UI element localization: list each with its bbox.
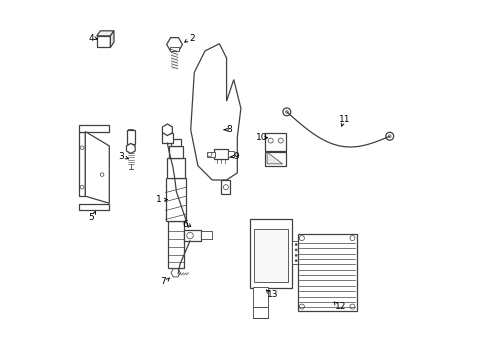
FancyBboxPatch shape (297, 234, 356, 311)
Circle shape (80, 146, 83, 149)
Text: 13: 13 (266, 289, 278, 298)
Text: 6: 6 (182, 220, 188, 229)
Text: 1: 1 (155, 195, 161, 204)
FancyBboxPatch shape (169, 146, 183, 158)
FancyBboxPatch shape (227, 151, 234, 157)
FancyBboxPatch shape (254, 229, 287, 282)
Text: 5: 5 (88, 213, 94, 222)
FancyBboxPatch shape (253, 307, 267, 318)
FancyBboxPatch shape (201, 231, 212, 239)
FancyBboxPatch shape (183, 230, 201, 241)
FancyBboxPatch shape (253, 287, 267, 307)
FancyBboxPatch shape (79, 204, 109, 211)
Circle shape (267, 138, 273, 143)
FancyBboxPatch shape (171, 139, 180, 146)
FancyBboxPatch shape (265, 152, 285, 166)
FancyBboxPatch shape (265, 134, 285, 151)
Text: 11: 11 (339, 115, 350, 124)
Circle shape (278, 138, 283, 143)
FancyBboxPatch shape (167, 158, 184, 178)
Circle shape (80, 185, 83, 189)
Circle shape (294, 260, 297, 262)
FancyBboxPatch shape (206, 152, 214, 157)
Circle shape (285, 111, 287, 113)
Text: 9: 9 (233, 152, 239, 161)
Circle shape (387, 135, 390, 138)
FancyBboxPatch shape (97, 36, 110, 47)
FancyBboxPatch shape (292, 241, 300, 264)
Circle shape (349, 304, 354, 309)
Text: 3: 3 (118, 152, 123, 161)
FancyBboxPatch shape (169, 46, 179, 51)
Circle shape (186, 232, 193, 239)
Polygon shape (110, 31, 114, 47)
Circle shape (299, 235, 304, 240)
Circle shape (282, 108, 290, 116)
Text: 10: 10 (255, 133, 267, 142)
Circle shape (207, 152, 211, 157)
Circle shape (294, 254, 297, 256)
Circle shape (385, 132, 393, 140)
FancyBboxPatch shape (126, 130, 135, 144)
FancyBboxPatch shape (162, 133, 173, 143)
Text: 8: 8 (226, 125, 231, 134)
FancyBboxPatch shape (128, 129, 133, 132)
Text: 12: 12 (334, 302, 346, 311)
Circle shape (299, 304, 304, 309)
Text: 4: 4 (88, 34, 94, 43)
FancyBboxPatch shape (79, 125, 109, 132)
Circle shape (100, 173, 104, 176)
Text: 2: 2 (189, 34, 195, 43)
FancyBboxPatch shape (165, 178, 186, 221)
FancyBboxPatch shape (214, 149, 227, 159)
Polygon shape (190, 44, 241, 180)
Polygon shape (97, 31, 114, 36)
Text: 7: 7 (160, 276, 165, 285)
FancyBboxPatch shape (249, 220, 292, 288)
Circle shape (223, 185, 228, 190)
Polygon shape (85, 132, 109, 203)
Polygon shape (221, 180, 230, 194)
FancyBboxPatch shape (79, 132, 85, 196)
Circle shape (349, 235, 354, 240)
FancyBboxPatch shape (168, 221, 183, 268)
Circle shape (294, 243, 297, 246)
Circle shape (294, 249, 297, 251)
Polygon shape (266, 152, 282, 164)
